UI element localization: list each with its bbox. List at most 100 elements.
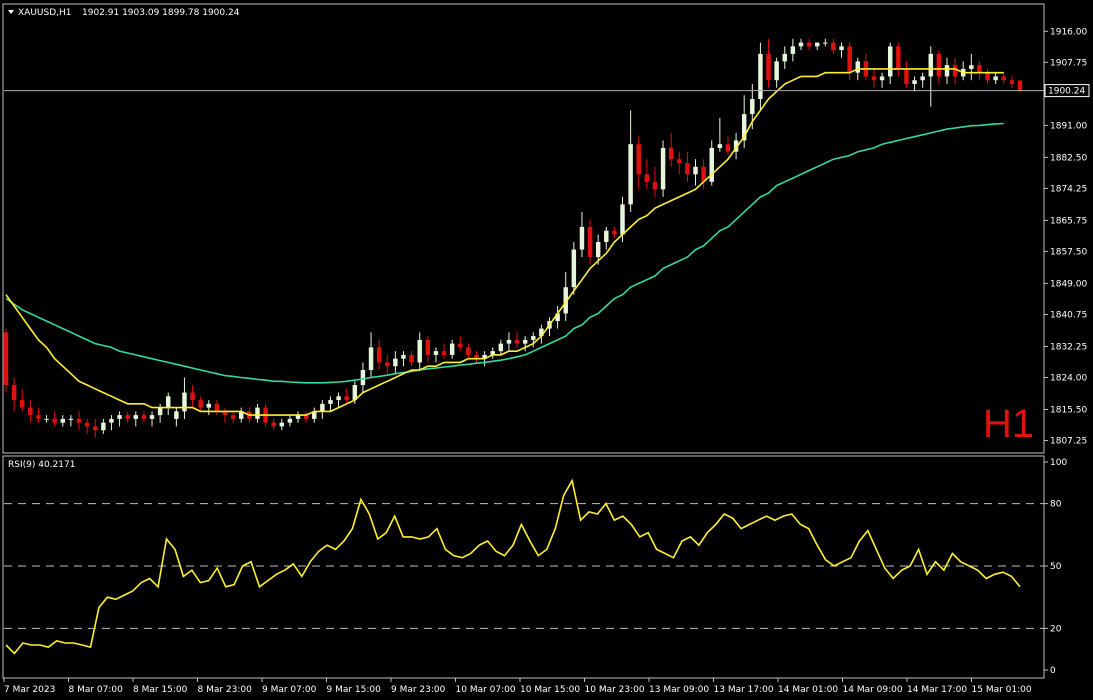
candle-body [174, 411, 179, 419]
price-tick-label: 1815.50 [1050, 405, 1087, 415]
ma-slow-line [5, 122, 1004, 384]
candle-body [985, 72, 990, 81]
candle-body [360, 369, 366, 386]
candle-body [904, 68, 909, 84]
rsi-axis: 100 80 50 20 0 [1044, 458, 1067, 676]
price-tick-label: 1882.50 [1050, 153, 1087, 163]
candle-body [52, 418, 57, 423]
candle-body [782, 53, 787, 62]
candle-body [271, 422, 276, 427]
candle-body [620, 204, 625, 235]
candle-body [117, 415, 122, 419]
price-tick-label: 1891.00 [1050, 121, 1087, 131]
candle-body [109, 418, 114, 423]
candle-body [166, 396, 171, 408]
candle-body [685, 163, 690, 175]
candle-body [239, 411, 244, 419]
candle-body [458, 343, 463, 348]
price-tick-label: 1916.00 [1050, 27, 1087, 37]
candle-body [125, 415, 130, 419]
candle-body [482, 354, 487, 359]
time-tick-label: 10 Mar 23:00 [585, 685, 645, 695]
candle-body [806, 42, 812, 47]
candle-body [969, 65, 974, 69]
candle-body [741, 114, 747, 141]
current-price-marker: 1900.24 [1044, 84, 1090, 98]
candle-body [76, 418, 82, 423]
time-tick-label: 8 Mar 15:00 [133, 685, 188, 695]
candle-body [628, 144, 633, 205]
price-tick-label: 1840.75 [1050, 310, 1087, 320]
candle-body [604, 230, 609, 243]
candle-body [206, 403, 212, 408]
candle-body [612, 230, 617, 235]
candle-body [198, 400, 203, 408]
rsi-panel-frame [2, 455, 1045, 679]
candle-body [555, 313, 560, 322]
candle-body [887, 46, 893, 77]
candle-body [993, 76, 998, 81]
time-tick-label: 10 Mar 07:00 [456, 685, 516, 695]
candle-body [677, 159, 682, 163]
price-tick-label: 1865.75 [1050, 216, 1087, 226]
time-tick-label: 13 Mar 09:00 [649, 685, 709, 695]
time-tick-label: 15 Mar 01:00 [972, 685, 1032, 695]
candle-body [190, 392, 195, 401]
candle-body [498, 343, 504, 352]
candle-body [312, 411, 317, 419]
candle-body [944, 65, 950, 77]
candle-body [295, 415, 301, 419]
candle-body [368, 347, 374, 370]
candle-body [93, 426, 98, 431]
candle-body [19, 400, 25, 408]
candle-body [182, 392, 187, 412]
candle-body [401, 354, 406, 359]
candle-body [44, 418, 49, 420]
candle-body [725, 144, 731, 152]
price-tick-label: 1849.00 [1050, 279, 1087, 289]
candle-body [539, 328, 544, 337]
candle-body [693, 166, 698, 175]
candle-body [587, 226, 593, 258]
candle-body [733, 140, 739, 152]
candle-body [758, 53, 763, 100]
candle-body [352, 385, 358, 401]
candle-body [328, 400, 333, 404]
candle-body [595, 242, 601, 258]
candle-body [701, 166, 706, 182]
candle-body [644, 174, 650, 182]
time-tick-label: 9 Mar 15:00 [327, 685, 382, 695]
time-tick-label: 14 Mar 09:00 [843, 685, 903, 695]
candle-body [531, 336, 536, 340]
candle-body [839, 46, 844, 51]
candle-body [36, 415, 41, 419]
candle-body [563, 287, 568, 314]
candle-body [514, 339, 520, 344]
candle-body [506, 339, 512, 344]
candle-body [668, 147, 674, 160]
candle-body [425, 339, 431, 355]
candle-body [660, 147, 666, 190]
candle-body [977, 65, 982, 73]
candle-body [417, 339, 422, 363]
candle-body [385, 362, 390, 367]
time-tick-label: 8 Mar 07:00 [69, 685, 124, 695]
candle-body [571, 249, 577, 288]
candle-body [871, 76, 877, 81]
triangle-down-icon[interactable] [8, 10, 14, 14]
rsi-line [5, 478, 1021, 655]
candle-body [344, 396, 349, 401]
candle-body [879, 76, 885, 81]
candle-body [766, 53, 771, 81]
candle-body [474, 354, 479, 359]
candle-body [920, 76, 925, 81]
price-tick-label: 1807.25 [1050, 437, 1087, 447]
candle-body [855, 61, 860, 73]
time-tick-label: 8 Mar 23:00 [198, 685, 253, 695]
candle-body [409, 354, 414, 363]
rsi-tick-label: 50 [1050, 562, 1062, 572]
price-tick-label: 1832.25 [1050, 342, 1087, 352]
time-tick-label: 13 Mar 17:00 [714, 685, 774, 695]
candle-body [214, 403, 220, 412]
